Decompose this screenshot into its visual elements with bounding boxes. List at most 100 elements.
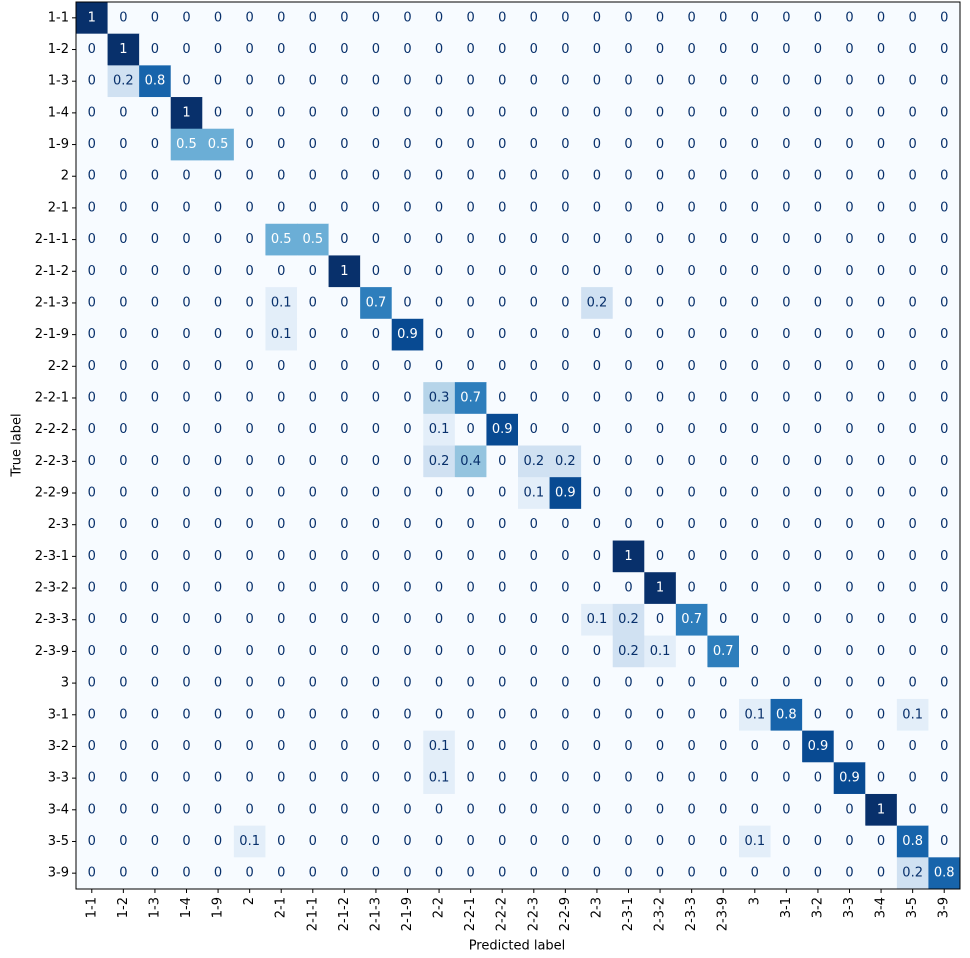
- cell-label: 0: [782, 517, 790, 532]
- cell: [454, 667, 487, 700]
- cell-label: 0: [435, 327, 443, 342]
- cell-label: 0: [688, 549, 696, 564]
- cell: [675, 477, 708, 510]
- cell: [265, 223, 298, 256]
- cell-label: 0: [151, 866, 159, 881]
- cell-label: 0: [88, 834, 96, 849]
- cell-label: 0: [151, 42, 159, 57]
- cell: [896, 508, 929, 542]
- cell: [770, 667, 803, 700]
- cell: [739, 857, 772, 890]
- cell: [612, 128, 645, 161]
- cell-label: 0: [277, 676, 285, 691]
- cell-label: 0: [246, 707, 254, 722]
- cell: [202, 33, 235, 66]
- cell: [486, 667, 519, 700]
- cell: [612, 318, 645, 351]
- cell-label: 0: [751, 10, 759, 25]
- cell-label: 0: [182, 771, 190, 786]
- cell: [297, 287, 330, 320]
- cell: [770, 698, 803, 732]
- cell-label: 0: [940, 644, 948, 659]
- cell: [675, 97, 708, 130]
- cell-label: 0.9: [808, 739, 829, 754]
- cell: [233, 318, 266, 351]
- cell: [707, 2, 740, 35]
- cell-label: 0: [656, 105, 664, 120]
- cell: [170, 65, 203, 98]
- cell-label: 0: [624, 137, 632, 152]
- cell: [802, 128, 835, 161]
- cell-label: 0: [182, 676, 190, 691]
- cell: [297, 350, 330, 383]
- cell: [675, 192, 708, 225]
- cell-label: 0: [561, 327, 569, 342]
- cell-label: 0: [277, 486, 285, 501]
- x-tick-label: 2-2-1: [463, 897, 478, 931]
- y-tick-label: 2-2-3: [35, 454, 69, 469]
- cell: [423, 128, 456, 161]
- cell-label: 0: [151, 676, 159, 691]
- cell-label: 0: [940, 422, 948, 437]
- cell-label: 0: [151, 327, 159, 342]
- cell: [139, 762, 172, 795]
- cell-label: 0: [909, 422, 917, 437]
- cell-label: 0: [624, 739, 632, 754]
- cell: [391, 730, 424, 763]
- cell: [486, 445, 519, 478]
- cell: [423, 413, 456, 446]
- cell: [391, 192, 424, 225]
- cell-label: 0: [782, 454, 790, 469]
- cell-label: 0: [877, 327, 885, 342]
- cell-label: 0: [246, 359, 254, 374]
- cell-label: 0: [403, 295, 411, 310]
- cell-label: 0: [561, 390, 569, 405]
- y-tick-label: 3-9: [48, 866, 69, 881]
- cell-label: 0: [119, 327, 127, 342]
- cell-label: 0.2: [618, 612, 639, 627]
- cell: [391, 603, 424, 637]
- cell-label: 0: [467, 771, 475, 786]
- cell-label: 0: [372, 264, 380, 279]
- cell-label: 0: [88, 200, 96, 215]
- y-tick-label: 3-3: [48, 771, 69, 786]
- cell-label: 0: [372, 74, 380, 89]
- cell-label: 0: [498, 390, 506, 405]
- cell: [139, 413, 172, 446]
- cell: [581, 477, 614, 510]
- cell: [297, 730, 330, 763]
- cell-label: 0: [309, 105, 317, 120]
- cell: [454, 793, 487, 827]
- cell: [265, 445, 298, 478]
- cell-label: 0: [119, 232, 127, 247]
- cell-label: 0: [561, 137, 569, 152]
- cell-label: 0: [940, 295, 948, 310]
- cell: [486, 635, 519, 668]
- cell-label: 0.9: [839, 771, 860, 786]
- cell-label: 0: [372, 232, 380, 247]
- cell: [612, 508, 645, 542]
- cell-label: 0: [940, 707, 948, 722]
- cell-label: 0: [372, 549, 380, 564]
- cell: [486, 223, 519, 256]
- cell: [328, 192, 361, 225]
- cell: [265, 160, 298, 193]
- cell-label: 0: [751, 137, 759, 152]
- cell: [76, 413, 109, 446]
- cell: [265, 318, 298, 351]
- cell: [833, 413, 866, 446]
- cell-label: 0: [309, 295, 317, 310]
- cell: [328, 382, 361, 415]
- cell: [139, 160, 172, 193]
- cell-label: 0: [940, 42, 948, 57]
- cell-label: 0: [277, 707, 285, 722]
- cell: [265, 192, 298, 225]
- cell-label: 0: [719, 486, 727, 501]
- cell: [675, 382, 708, 415]
- cell-label: 0: [151, 359, 159, 374]
- cell-label: 0: [151, 169, 159, 184]
- cell-label: 0: [277, 137, 285, 152]
- cell-label: 0: [624, 390, 632, 405]
- cell: [170, 128, 203, 161]
- cell: [612, 730, 645, 763]
